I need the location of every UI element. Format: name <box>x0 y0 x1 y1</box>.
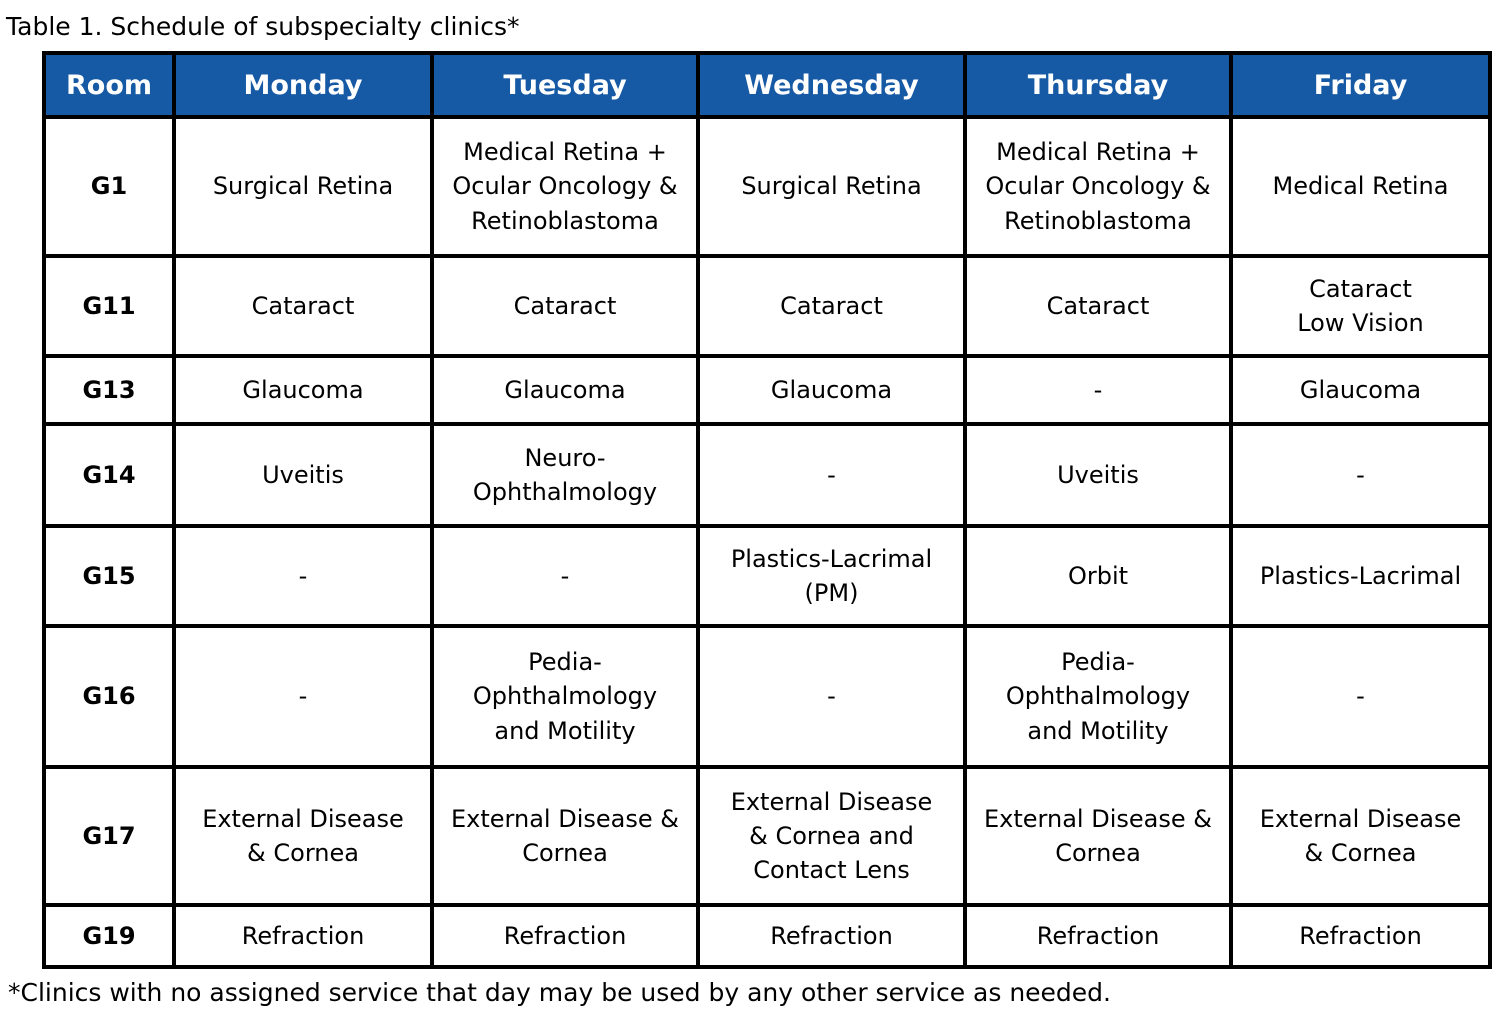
column-header-friday: Friday <box>1229 51 1492 119</box>
schedule-cell: Cataract Low Vision <box>1229 254 1492 358</box>
room-label: G16 <box>42 624 176 769</box>
schedule-cell: Plastics-Lacrimal <box>1229 524 1492 628</box>
schedule-cell: Cataract <box>430 254 700 358</box>
schedule-cell: Medical Retina + Ocular Oncology & Retin… <box>430 115 700 258</box>
room-label: G11 <box>42 254 176 358</box>
table-row: G15 - - Plastics-Lacrimal (PM) Orbit Pla… <box>42 524 1492 628</box>
schedule-cell: - <box>963 354 1233 426</box>
schedule-cell: Refraction <box>963 903 1233 969</box>
schedule-cell: Surgical Retina <box>172 115 434 258</box>
schedule-cell: Medical Retina <box>1229 115 1492 258</box>
schedule-cell: Refraction <box>696 903 967 969</box>
table-row: G19 Refraction Refraction Refraction Ref… <box>42 903 1492 969</box>
schedule-cell: Cataract <box>172 254 434 358</box>
table-row: G17 External Disease & Cornea External D… <box>42 765 1492 907</box>
schedule-cell: - <box>1229 624 1492 769</box>
schedule-cell: Glaucoma <box>1229 354 1492 426</box>
schedule-cell: External Disease & Cornea <box>430 765 700 907</box>
schedule-cell: Neuro- Ophthalmology <box>430 422 700 528</box>
table-row: G14 Uveitis Neuro- Ophthalmology - Uveit… <box>42 422 1492 528</box>
schedule-cell: - <box>430 524 700 628</box>
schedule-cell: Cataract <box>963 254 1233 358</box>
schedule-cell: Pedia- Ophthalmology and Motility <box>430 624 700 769</box>
table-row: G11 Cataract Cataract Cataract Cataract … <box>42 254 1492 358</box>
schedule-cell: Pedia- Ophthalmology and Motility <box>963 624 1233 769</box>
schedule-cell: Refraction <box>1229 903 1492 969</box>
column-header-thursday: Thursday <box>963 51 1233 119</box>
schedule-cell: Orbit <box>963 524 1233 628</box>
schedule-cell: Refraction <box>430 903 700 969</box>
schedule-cell: - <box>172 624 434 769</box>
table-caption: Table 1. Schedule of subspecialty clinic… <box>6 12 520 41</box>
schedule-cell: - <box>172 524 434 628</box>
schedule-cell: - <box>696 422 967 528</box>
table-header-row: Room Monday Tuesday Wednesday Thursday F… <box>42 51 1492 119</box>
column-header-monday: Monday <box>172 51 434 119</box>
table-footnote: *Clinics with no assigned service that d… <box>8 978 1112 1007</box>
schedule-cell: Uveitis <box>172 422 434 528</box>
room-label: G19 <box>42 903 176 969</box>
column-header-tuesday: Tuesday <box>430 51 700 119</box>
room-label: G13 <box>42 354 176 426</box>
column-header-room: Room <box>42 51 176 119</box>
schedule-cell: Glaucoma <box>172 354 434 426</box>
schedule-cell: External Disease & Cornea and Contact Le… <box>696 765 967 907</box>
room-label: G15 <box>42 524 176 628</box>
schedule-cell: Plastics-Lacrimal (PM) <box>696 524 967 628</box>
schedule-cell: - <box>696 624 967 769</box>
schedule-cell: Glaucoma <box>696 354 967 426</box>
schedule-cell: External Disease & Cornea <box>963 765 1233 907</box>
schedule-cell: Uveitis <box>963 422 1233 528</box>
table-row: G13 Glaucoma Glaucoma Glaucoma - Glaucom… <box>42 354 1492 426</box>
subspecialty-clinic-schedule-table: Room Monday Tuesday Wednesday Thursday F… <box>42 51 1492 969</box>
schedule-cell: Surgical Retina <box>696 115 967 258</box>
schedule-cell: Medical Retina + Ocular Oncology & Retin… <box>963 115 1233 258</box>
room-label: G14 <box>42 422 176 528</box>
table-row: G16 - Pedia- Ophthalmology and Motility … <box>42 624 1492 769</box>
schedule-cell: Refraction <box>172 903 434 969</box>
schedule-cell: External Disease & Cornea <box>172 765 434 907</box>
schedule-cell: Glaucoma <box>430 354 700 426</box>
schedule-cell: - <box>1229 422 1492 528</box>
room-label: G17 <box>42 765 176 907</box>
table-row: G1 Surgical Retina Medical Retina + Ocul… <box>42 115 1492 258</box>
schedule-cell: Cataract <box>696 254 967 358</box>
schedule-cell: External Disease & Cornea <box>1229 765 1492 907</box>
column-header-wednesday: Wednesday <box>696 51 967 119</box>
room-label: G1 <box>42 115 176 258</box>
